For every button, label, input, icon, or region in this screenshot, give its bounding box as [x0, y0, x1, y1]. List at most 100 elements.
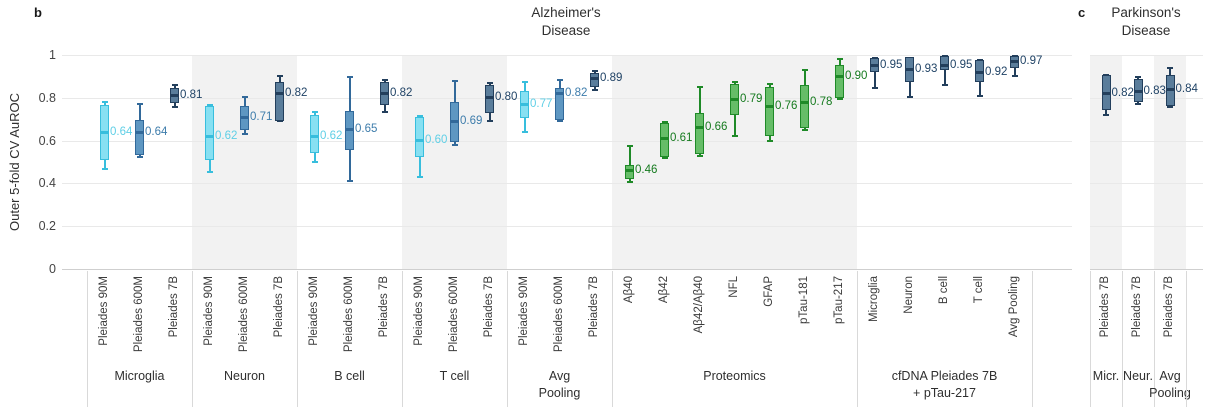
box-median-line	[415, 139, 424, 143]
x-tick-label: Pleiades 90M	[307, 276, 320, 346]
group-divider	[402, 271, 403, 407]
whisker-cap-top	[556, 78, 563, 81]
value-label: 0.62	[320, 129, 343, 142]
value-label: 0.78	[810, 95, 833, 108]
x-tick-label: pTau-181	[797, 276, 810, 324]
box-plot-box	[310, 114, 319, 154]
whisker-cap-top	[346, 76, 353, 79]
group-divider	[612, 271, 613, 407]
whisker-cap-top	[381, 78, 388, 81]
box-median-line	[765, 104, 774, 108]
box-plot-box	[135, 120, 144, 155]
value-label: 0.76	[775, 99, 798, 112]
whisker-cap-top	[1135, 76, 1141, 79]
group-label: Avg Pooling	[538, 369, 581, 400]
box-plot-box	[415, 117, 424, 157]
x-tick-label: Pleiades 600M	[552, 276, 565, 353]
x-tick-label: pTau-217	[832, 276, 845, 324]
x-tick-label: Pleiades 600M	[132, 276, 145, 353]
group-divider	[87, 271, 88, 407]
group-label: Micr.	[1092, 369, 1120, 383]
whisker-cap-bottom	[976, 94, 983, 97]
box-median-line	[205, 134, 214, 138]
box-median-line	[800, 100, 809, 104]
box-plot-box	[660, 123, 669, 157]
whisker-cap-top	[1167, 66, 1173, 69]
whisker-cap-bottom	[276, 120, 283, 123]
box-median-line	[275, 92, 284, 96]
grid-line	[62, 140, 1072, 142]
whisker-cap-top	[101, 101, 108, 103]
whisker-cap-bottom	[626, 181, 633, 184]
value-label: 0.95	[950, 59, 973, 72]
whisker-cap-bottom	[451, 143, 458, 146]
x-tick-label: Pleiades 90M	[97, 276, 110, 346]
y-tick-label: 0.8	[38, 90, 56, 105]
value-label: 0.83	[1143, 84, 1166, 97]
panel-b-letter: b	[34, 5, 42, 20]
x-tick-label: Pleiades 600M	[237, 276, 250, 353]
value-label: 0.97	[1020, 54, 1043, 67]
x-tick-label: Pleiades 7B	[1163, 276, 1175, 338]
whisker-cap-bottom	[1011, 75, 1018, 78]
group-label: Neuron	[224, 369, 265, 383]
group-divider	[297, 271, 298, 407]
whisker-cap-top	[941, 55, 948, 57]
value-label: 0.64	[145, 125, 168, 138]
box-median-line	[1010, 59, 1019, 63]
box-median-line	[450, 119, 459, 123]
group-label: Avg Pooling	[1149, 369, 1191, 400]
value-label: 0.66	[705, 121, 728, 134]
box-plot-box	[555, 88, 564, 121]
box-whisker	[628, 144, 631, 183]
whisker-cap-top	[416, 114, 423, 117]
group-label: cfDNA Pleiades 7B + pTau-217	[891, 369, 998, 400]
x-tick-label: Pleiades 90M	[412, 276, 425, 346]
value-label: 0.82	[1111, 87, 1134, 100]
whisker-cap-top	[241, 95, 248, 98]
y-tick-label: 0.4	[38, 176, 56, 191]
value-label: 0.65	[355, 123, 378, 136]
box-whisker	[873, 57, 876, 89]
whisker-cap-bottom	[241, 133, 248, 136]
whisker-cap-bottom	[486, 120, 493, 123]
y-tick-label: 0.6	[38, 133, 56, 148]
whisker-cap-bottom	[1103, 113, 1109, 116]
whisker-cap-bottom	[906, 95, 913, 98]
grid-line	[1090, 183, 1203, 185]
value-label: 0.82	[565, 87, 588, 100]
whisker-cap-bottom	[101, 168, 108, 171]
whisker-cap-bottom	[311, 161, 318, 163]
whisker-cap-top	[801, 68, 808, 71]
whisker-cap-bottom	[416, 175, 423, 178]
box-median-line	[485, 96, 494, 100]
box-median-line	[870, 64, 879, 68]
group-label: Microglia	[114, 369, 165, 383]
whisker-cap-bottom	[346, 180, 353, 183]
y-tick-label: 1	[49, 48, 56, 62]
whisker-cap-top	[976, 59, 983, 62]
value-label: 0.82	[390, 87, 413, 100]
x-tick-label: Pleiades 7B	[167, 276, 180, 338]
box-plot-box	[275, 81, 284, 122]
group-label: Proteomics	[703, 369, 766, 383]
whisker-cap-bottom	[521, 131, 528, 134]
whisker-cap-top	[486, 81, 493, 84]
whisker-cap-top	[871, 57, 878, 60]
value-label: 0.82	[285, 87, 308, 100]
y-tick-label: 0	[49, 262, 56, 276]
value-label: 0.46	[635, 164, 658, 177]
grid-line	[62, 183, 1072, 185]
x-tick-label: Pleiades 600M	[447, 276, 460, 353]
whisker-cap-bottom	[731, 135, 738, 138]
whisker-cap-bottom	[661, 156, 668, 159]
grid-line	[1090, 55, 1203, 56]
group-divider	[1186, 271, 1187, 407]
value-label: 0.61	[670, 131, 693, 144]
box-plot-box	[695, 112, 704, 155]
x-tick-label: Pleiades 7B	[272, 276, 285, 338]
x-axis-line	[1090, 269, 1203, 270]
whisker-cap-top	[626, 144, 633, 147]
panel-c-title: Parkinson's Disease	[1111, 5, 1181, 38]
box-whisker	[943, 55, 946, 85]
